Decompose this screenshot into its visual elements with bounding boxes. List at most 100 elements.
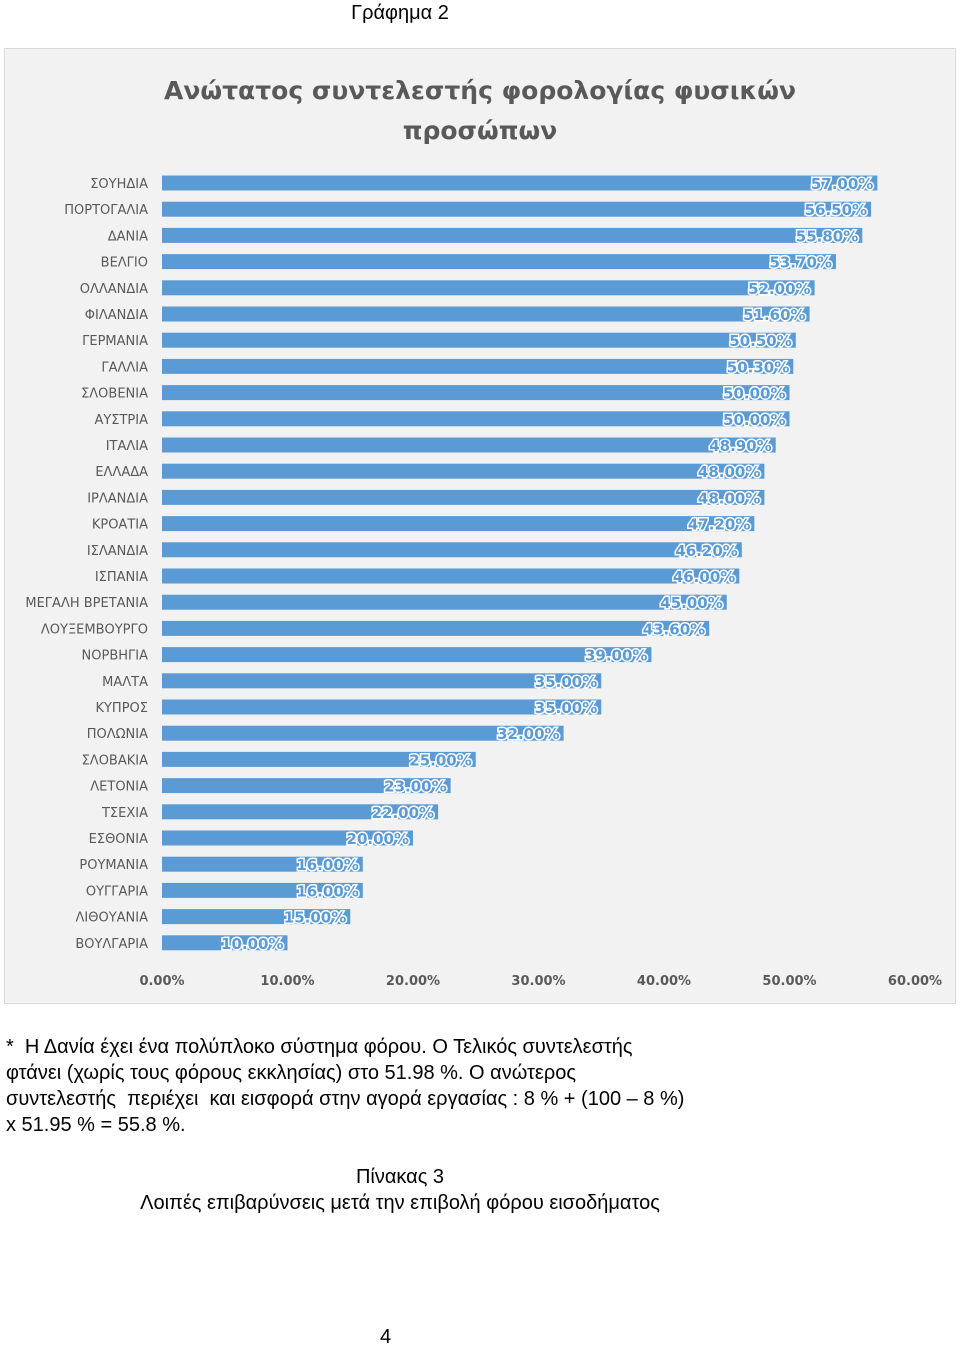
data-label: 48.90% [709,437,771,455]
category-label: ΟΛΛΑΝΔΙΑ [80,282,148,297]
data-label: 39.00% [585,647,647,665]
category-label: ΙΡΛΑΝΔΙΑ [87,491,148,506]
data-label: 55.80% [796,227,858,245]
data-label-group: 56.50% [803,200,868,221]
data-label-group: 32.00% [496,724,561,745]
data-label-group: 35.00% [533,698,598,719]
footnote: * Η Δανία έχει ένα πολύπλοκο σύστημα φόρ… [6,1034,806,1138]
category-label: ΝΟΡΒΗΓΙΑ [82,649,149,664]
data-label: 50.00% [723,411,785,429]
bar [162,358,794,374]
x-tick-label: 40.00% [637,974,691,989]
data-label: 53.70% [769,254,831,272]
data-label: 45.00% [660,594,722,612]
table-label: Πίνακας 3 [355,1166,445,1188]
category-label: ΔΑΝΙΑ [108,229,148,244]
data-label-group: 46.20% [674,540,739,561]
bar [162,489,765,505]
footnote-line: συντελεστής περιέχει και εισφορά στην αγ… [6,1088,685,1110]
data-label-group: 15.00% [282,907,347,928]
bar [162,699,602,715]
category-label: ΙΤΑΛΙΑ [106,439,148,454]
data-label-group: 48.90% [708,436,773,457]
data-label-group: 50.00% [722,409,787,430]
table-caption: Πίνακας 3 Λοιπές επιβαρύνσεις μετά την ε… [0,1164,800,1216]
table-title: Λοιπές επιβαρύνσεις μετά την επιβολή φόρ… [140,1192,660,1214]
category-label: ΓΑΛΛΙΑ [101,360,148,375]
x-tick-label: 10.00% [260,974,314,989]
bar [162,751,476,767]
data-label: 35.00% [535,673,597,691]
data-label-group: 57.00% [809,174,874,195]
page-number: 4 [380,1326,392,1348]
category-label: ΕΛΛΑΔΑ [95,465,148,480]
bar [162,594,727,610]
data-label: 52.00% [748,280,810,298]
category-label: ΤΣΕΧΙΑ [101,806,148,821]
bar-chart: ΣΟΥΗΔΙΑ 57.00% ΠΟΡΤΟΓΑΛΙΑ 56.50% ΔΑΝΙΑ 55.80%… [25,174,942,990]
category-label: ΚΥΠΡΟΣ [95,701,148,716]
x-tick-label: 20.00% [386,974,440,989]
data-label-group: 52.00% [747,278,812,299]
category-label: ΙΣΛΑΝΔΙΑ [87,544,148,559]
data-label: 57.00% [811,175,873,193]
category-label: ΕΣΘΟΝΙΑ [89,832,148,847]
data-label: 32.00% [497,725,559,743]
data-label: 46.00% [673,568,735,586]
bar [162,935,288,951]
data-label-group: 45.00% [659,593,724,614]
chart-title: Ανώτατος συντελεστής φορολογίας φυσικών … [163,76,797,145]
figure-caption: Γράφημα 2 [351,2,449,24]
data-label-group: 43.60% [641,619,706,640]
data-label-group: 35.00% [533,671,598,692]
data-label-group: 10.00% [220,933,285,954]
bar [162,332,796,348]
data-label: 22.00% [372,804,434,822]
x-tick-label: 0.00% [139,974,184,989]
bar [162,411,790,427]
data-label: 43.60% [643,620,705,638]
bar [162,830,413,846]
data-label: 23.00% [384,778,446,796]
data-label: 50.50% [729,332,791,350]
data-label-group: 50.00% [722,383,787,404]
x-tick-label: 30.00% [511,974,565,989]
bar [162,516,755,532]
footnote-line: * Η Δανία έχει ένα πολύπλοκο σύστημα φόρ… [6,1036,633,1058]
bar [162,385,790,401]
data-label-group: 16.00% [295,881,360,902]
data-label-group: 55.80% [794,226,859,247]
data-label-group: 48.00% [696,462,761,483]
bar [162,804,439,820]
category-label: ΠΟΡΤΟΓΑΛΙΑ [64,203,148,218]
data-label-group: 47.20% [686,514,751,535]
category-label: ΒΟΥΛΓΑΡΙΑ [75,937,148,952]
category-label: ΛΟΥΞΕΜΒΟΥΡΓΟ [41,622,148,637]
data-label: 50.30% [727,358,789,376]
category-label: ΣΛΟΒΑΚΙΑ [82,753,149,768]
data-label: 20.00% [347,830,409,848]
category-label: ΓΕΡΜΑΝΙΑ [82,334,148,349]
bar [162,201,872,217]
bar [162,882,363,898]
category-label: ΟΥΓΓΑΡΙΑ [86,884,148,899]
category-label: ΚΡΟΑΤΙΑ [92,518,148,533]
category-label: ΡΟΥΜΑΝΙΑ [79,858,148,873]
category-label: ΑΥΣΤΡΙΑ [94,413,148,428]
bar [162,725,564,741]
category-label: ΜΕΓΑΛΗ ΒΡΕΤΑΝΙΑ [25,596,148,611]
data-label-group: 22.00% [370,802,435,823]
bar [162,175,878,191]
data-label: 48.00% [698,463,760,481]
category-label: ΠΟΛΩΝΙΑ [87,727,148,742]
category-label: ΙΣΠΑΝΙΑ [95,570,148,585]
data-label-group: 53.70% [768,252,833,273]
bar [162,909,351,925]
category-label: ΦΙΛΑΝΔΙΑ [85,308,148,323]
data-label-group: 48.00% [696,488,761,509]
data-label-group: 46.00% [671,567,736,588]
data-label: 47.20% [688,516,750,534]
bar [162,778,451,794]
bar [162,542,742,558]
data-label-group: 25.00% [408,750,473,771]
